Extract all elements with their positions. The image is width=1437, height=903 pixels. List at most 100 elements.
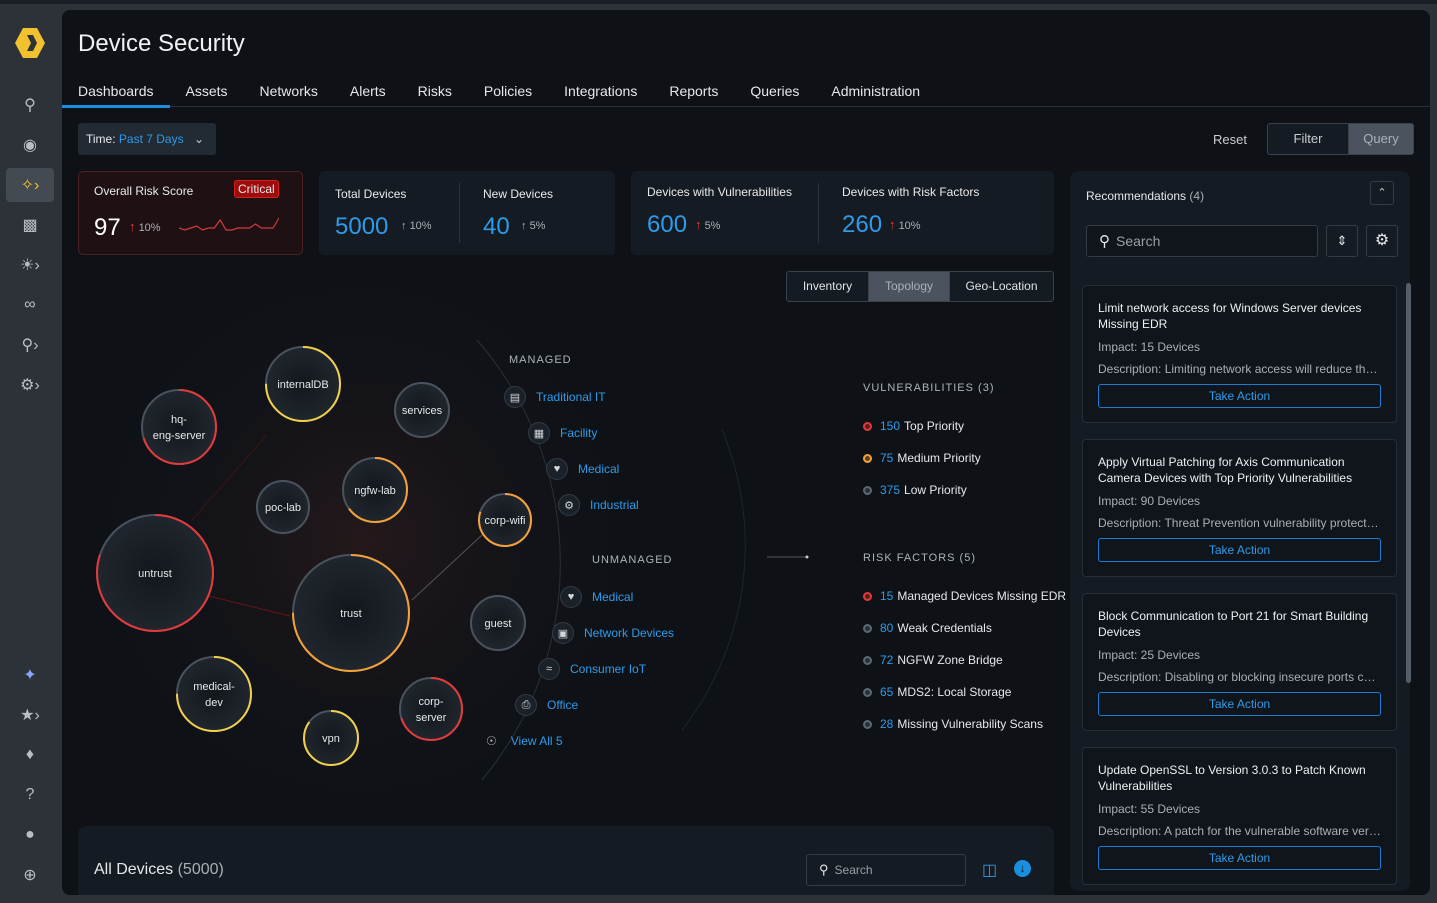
recommendation-card: Update OpenSSL to Version 3.0.3 to Patch… — [1082, 747, 1397, 885]
critical-badge: Critical — [234, 180, 279, 198]
topology-node-hq-eng-server[interactable]: hq-eng-server — [141, 389, 217, 465]
tab-integrations[interactable]: Integrations — [564, 83, 638, 99]
recommendation-impact: Impact: 55 Devices — [1098, 802, 1201, 816]
tab-policies[interactable]: Policies — [483, 83, 533, 99]
tab-dashboards[interactable]: Dashboards — [62, 80, 169, 108]
tab-networks[interactable]: Networks — [259, 83, 318, 99]
view-all-link[interactable]: ☉ View All 5 — [486, 734, 563, 748]
risk_factors-item[interactable]: 15 Managed Devices Missing EDR — [863, 589, 1066, 603]
tab-administration[interactable]: Administration — [831, 83, 921, 99]
topology-node-guest[interactable]: guest — [470, 595, 526, 651]
reset-button[interactable]: Reset — [1213, 132, 1247, 147]
recommendations-search[interactable]: ⚲ Search — [1086, 225, 1318, 257]
tab-inventory[interactable]: Inventory — [786, 271, 869, 302]
expand-icon[interactable]: ⊕ — [23, 867, 37, 884]
vulnerabilities-item[interactable]: 375 Low Priority — [863, 483, 967, 497]
category-facility[interactable]: ▦ Facility — [528, 422, 597, 444]
topology-node-untrust[interactable]: untrust — [96, 514, 214, 632]
category-network-devices[interactable]: ▣ Network Devices — [552, 622, 674, 644]
total-devices-value[interactable]: 5000 — [335, 213, 389, 240]
topology-node-internalDB[interactable]: internalDB — [265, 346, 341, 422]
download-icon[interactable]: ↓ — [1014, 860, 1031, 877]
take-action-button[interactable]: Take Action — [1098, 846, 1381, 870]
tab-queries[interactable]: Queries — [750, 83, 800, 99]
vuln-devices-value[interactable]: 600 — [647, 211, 688, 238]
all-devices-title: All Devices — [94, 861, 174, 878]
vulnerabilities-item[interactable]: 150 Top Priority — [863, 419, 964, 433]
node-label: eng-server — [153, 430, 206, 442]
radar-icon[interactable]: ◉ — [23, 137, 37, 154]
vulnerabilities-item[interactable]: 75 Medium Priority — [863, 451, 981, 465]
risk_factors-item[interactable]: 72 NGFW Zone Bridge — [863, 653, 1003, 667]
query-button[interactable]: Query — [1348, 123, 1414, 155]
recommendations-count: (4) — [1189, 189, 1205, 203]
sliders-icon[interactable]: ⇕ — [1326, 225, 1358, 257]
new-devices-value[interactable]: 40 — [483, 213, 510, 240]
node-label: corp-wifi — [485, 515, 526, 527]
tab-assets[interactable]: Assets — [185, 83, 228, 99]
take-action-button[interactable]: Take Action — [1098, 692, 1381, 716]
take-action-button[interactable]: Take Action — [1098, 538, 1381, 562]
topology-node-poc-lab[interactable]: poc-lab — [256, 480, 310, 534]
recommendation-impact: Impact: 90 Devices — [1098, 494, 1201, 508]
topology-node-vpn[interactable]: vpn — [303, 710, 359, 766]
tab-alerts[interactable]: Alerts — [349, 83, 386, 99]
tab-risks[interactable]: Risks — [417, 83, 452, 99]
heart-icon: ♥ — [560, 586, 582, 608]
topology-node-trust[interactable]: trust — [292, 554, 410, 672]
search-settings-icon[interactable]: ⚲› — [21, 337, 39, 354]
severity-dot — [863, 485, 872, 495]
gear-icon[interactable]: ⚙› — [20, 377, 40, 394]
riskf-devices-value[interactable]: 260 — [842, 211, 883, 238]
search-icon[interactable]: ⚲ — [24, 97, 36, 114]
topology-node-corp-wifi[interactable]: corp-wifi — [478, 493, 532, 547]
alert-light-icon[interactable]: ☀› — [20, 257, 40, 274]
node-label: internalDB — [277, 379, 328, 391]
risk-score-card[interactable]: Overall Risk Score Critical 97 ↑ 10% — [78, 171, 303, 255]
take-action-button[interactable]: Take Action — [1098, 384, 1381, 408]
arrow-up-icon: ↑ — [129, 219, 136, 234]
search-placeholder: Search — [834, 863, 873, 877]
category-traditional-it[interactable]: ▤ Traditional IT — [504, 386, 606, 408]
item-count: 80 — [880, 621, 894, 635]
tab-reports[interactable]: Reports — [669, 83, 719, 99]
scrollbar[interactable] — [1406, 283, 1411, 683]
risk_factors-item[interactable]: 80 Weak Credentials — [863, 621, 992, 635]
node-label: vpn — [322, 733, 340, 745]
node-label: services — [402, 405, 443, 417]
recommendation-title: Block Communication to Port 21 for Smart… — [1098, 609, 1369, 639]
user-icon[interactable]: ● — [25, 826, 35, 843]
category-consumer-iot[interactable]: ≈ Consumer IoT — [538, 658, 646, 680]
risk_factors-item[interactable]: 28 Missing Vulnerability Scans — [863, 717, 1043, 731]
category-label: Medical — [578, 462, 620, 476]
sparkle-icon[interactable]: ✦ — [23, 667, 37, 684]
star-icon[interactable]: ★› — [20, 707, 40, 724]
node-risk-ring — [176, 656, 252, 732]
time-range-dropdown[interactable]: Time: Past 7 Days ⌄ — [78, 123, 216, 155]
topology-node-services[interactable]: services — [394, 382, 450, 438]
topology-node-corp-server[interactable]: corp-server — [399, 677, 463, 741]
activity-icon[interactable]: ✧› — [6, 168, 54, 202]
columns-icon[interactable]: ◫ — [982, 862, 998, 879]
binoculars-icon[interactable]: ∞ — [24, 296, 36, 313]
bell-icon[interactable]: ♦ — [25, 746, 35, 763]
all-devices-search[interactable]: ⚲ Search — [806, 854, 966, 886]
gear-icon[interactable]: ⚙ — [1366, 225, 1398, 257]
help-icon[interactable]: ? — [25, 786, 35, 803]
category-label: Industrial — [590, 498, 639, 512]
category-medical-unmanaged[interactable]: ♥ Medical — [560, 586, 633, 608]
collapse-button[interactable]: ⌃ — [1370, 181, 1394, 205]
tab-geo-location[interactable]: Geo-Location — [949, 271, 1054, 302]
severity-dot — [863, 623, 872, 633]
heart-icon: ♥ — [546, 458, 568, 480]
category-office[interactable]: ⎙ Office — [515, 694, 578, 716]
risk_factors-item[interactable]: 65 MDS2: Local Storage — [863, 685, 1011, 699]
category-medical-managed[interactable]: ♥ Medical — [546, 458, 619, 480]
filter-button[interactable]: Filter — [1267, 123, 1349, 155]
topology-node-ngfw-lab[interactable]: ngfw-lab — [342, 457, 408, 523]
topology-node-medical-dev[interactable]: medical-dev — [176, 656, 252, 732]
report-icon[interactable]: ▩ — [22, 217, 38, 234]
tab-topology[interactable]: Topology — [868, 271, 950, 302]
category-industrial[interactable]: ⚙ Industrial — [558, 494, 639, 516]
item-label: MDS2: Local Storage — [897, 685, 1012, 699]
